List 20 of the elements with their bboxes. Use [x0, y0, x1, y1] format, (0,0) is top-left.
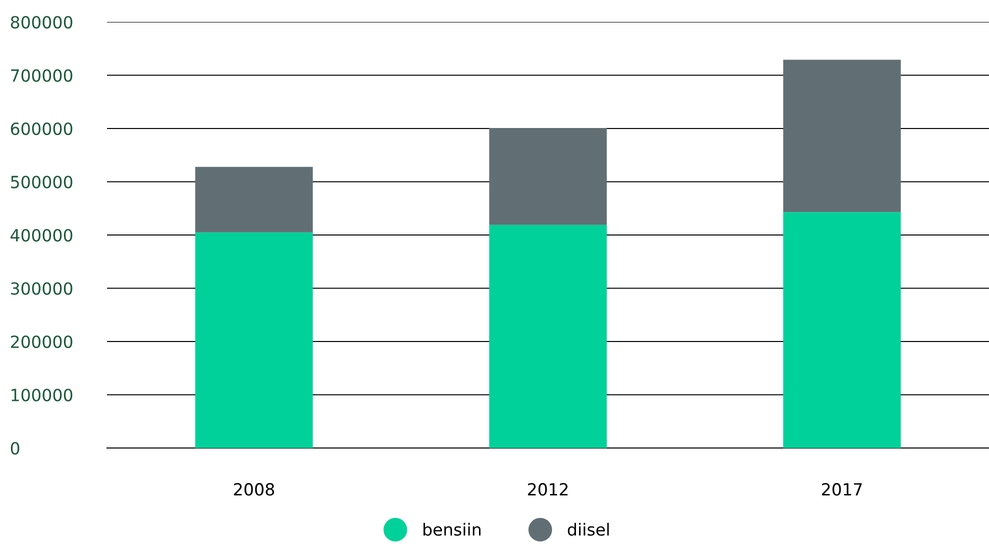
- y-tick-label: 200000: [11, 335, 72, 348]
- bar: [783, 60, 901, 212]
- y-tick-label: 600000: [10, 122, 72, 136]
- y-tick-label: 300000: [11, 282, 72, 295]
- y-tick-label: 0: [10, 442, 20, 455]
- bar: [783, 212, 901, 448]
- x-tick-label: 2012: [528, 483, 568, 496]
- legend-label: diisel: [568, 522, 609, 536]
- y-tick-label: 800000: [10, 16, 72, 29]
- y-tick-label: 400000: [10, 228, 72, 242]
- bar: [489, 128, 607, 225]
- bar: [195, 232, 313, 448]
- x-tick-label: 2008: [234, 483, 274, 496]
- x-tick-label: 2017: [822, 483, 862, 496]
- y-tick-label: 700000: [11, 69, 72, 82]
- legend-label: bensiin: [424, 522, 480, 536]
- y-tick-label: 500000: [11, 176, 72, 188]
- bar: [195, 166, 313, 232]
- bar: [489, 224, 607, 448]
- y-tick-label: 100000: [12, 388, 72, 402]
